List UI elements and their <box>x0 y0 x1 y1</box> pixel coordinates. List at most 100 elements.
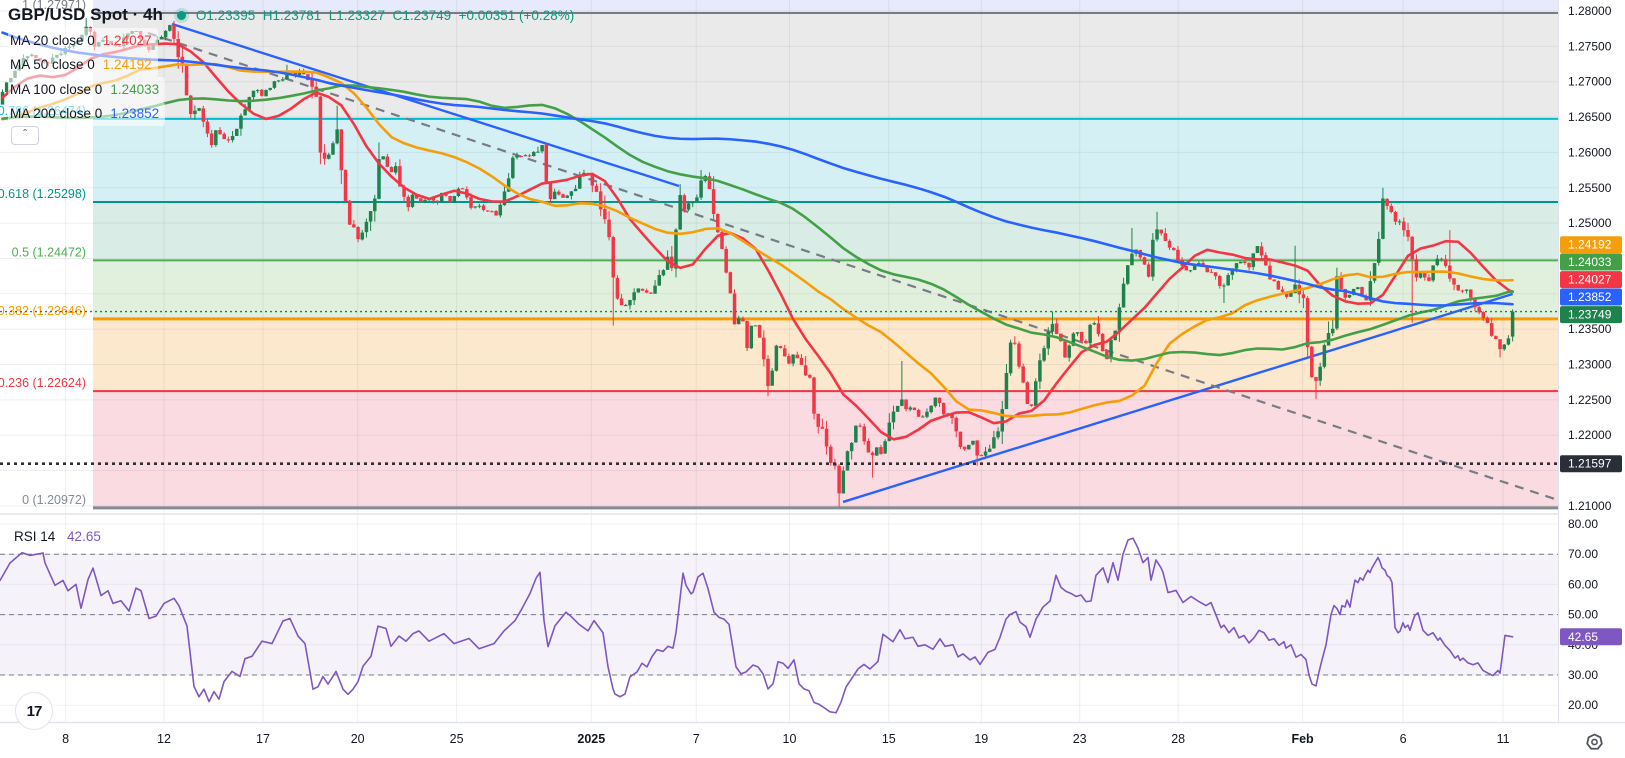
candle-body[interactable] <box>1167 240 1172 248</box>
candle-body[interactable] <box>331 143 335 155</box>
candle-body[interactable] <box>1163 233 1168 241</box>
time-label-25[interactable]: 25 <box>450 732 464 746</box>
candle-body[interactable] <box>448 195 452 203</box>
candle-body[interactable] <box>808 375 812 378</box>
candle-body[interactable] <box>335 129 339 144</box>
candle-body[interactable] <box>1096 323 1101 335</box>
candle-body[interactable] <box>1218 275 1222 286</box>
candle-body[interactable] <box>197 108 201 111</box>
candle-body[interactable] <box>393 166 398 173</box>
ma50-line[interactable] <box>1 62 1514 418</box>
candle-body[interactable] <box>686 203 691 210</box>
ma20-line[interactable] <box>1 42 1514 441</box>
time-label-17[interactable]: 17 <box>256 732 270 746</box>
tradingview-logo[interactable]: 17 <box>15 692 53 730</box>
candle-body[interactable] <box>753 325 758 327</box>
time-label-Feb[interactable]: Feb <box>1291 732 1314 746</box>
candle-body[interactable] <box>1276 281 1281 290</box>
price-axis[interactable]: 1.28000 1.27500 1.27000 1.26500 1.26000 1.255… <box>1558 0 1625 722</box>
candle-body[interactable] <box>485 210 490 212</box>
candle-body[interactable] <box>1230 268 1235 275</box>
candle-body[interactable] <box>891 411 896 423</box>
candle-body[interactable] <box>188 95 193 115</box>
candle-body[interactable] <box>962 446 967 450</box>
candle-body[interactable] <box>1356 287 1360 290</box>
candle-body[interactable] <box>561 194 565 198</box>
candle-body[interactable] <box>611 237 615 278</box>
candle-body[interactable] <box>678 195 682 230</box>
candle-body[interactable] <box>1025 382 1030 405</box>
candle-body[interactable] <box>1042 348 1046 361</box>
candle-body[interactable] <box>1485 317 1490 323</box>
candle-body[interactable] <box>527 155 532 157</box>
dashed-trendline[interactable] <box>147 31 1559 502</box>
candle-body[interactable] <box>590 175 595 186</box>
candle-body[interactable] <box>1469 289 1473 298</box>
candle-body[interactable] <box>774 345 779 371</box>
candle-body[interactable] <box>791 354 795 364</box>
candle-body[interactable] <box>1410 236 1414 260</box>
candle-body[interactable] <box>741 318 745 322</box>
candle-body[interactable] <box>778 346 783 349</box>
candle-body[interactable] <box>1414 259 1419 278</box>
candle-body[interactable] <box>260 89 264 96</box>
candle-body[interactable] <box>849 442 854 452</box>
candle-body[interactable] <box>594 185 599 192</box>
candle-body[interactable] <box>264 90 268 97</box>
candle-body[interactable] <box>921 416 925 418</box>
candle-body[interactable] <box>1456 284 1460 291</box>
candle-body[interactable] <box>728 272 733 294</box>
candle-body[interactable] <box>490 211 494 213</box>
candle-body[interactable] <box>716 214 720 233</box>
candle-body[interactable] <box>1063 341 1067 358</box>
candle-body[interactable] <box>1088 324 1092 344</box>
candle-body[interactable] <box>1054 323 1059 335</box>
rsi-label[interactable]: RSI 14 <box>14 529 56 544</box>
candle-body[interactable] <box>1155 229 1159 240</box>
candle-body[interactable] <box>762 337 766 360</box>
candle-body[interactable] <box>1046 331 1051 349</box>
candle-body[interactable] <box>665 256 670 270</box>
candle-body[interactable] <box>724 248 728 273</box>
candle-body[interactable] <box>1017 343 1021 367</box>
candle-body[interactable] <box>297 71 302 75</box>
candle-body[interactable] <box>168 25 172 31</box>
candle-body[interactable] <box>536 151 540 153</box>
candle-body[interactable] <box>1121 283 1126 308</box>
candle-body[interactable] <box>1176 249 1180 261</box>
candle-body[interactable] <box>1159 229 1163 234</box>
candle-body[interactable] <box>578 175 582 189</box>
candles[interactable] <box>0 18 1515 507</box>
candle-body[interactable] <box>799 357 804 365</box>
legend-collapse-button[interactable]: ˆ <box>11 126 39 145</box>
candle-body[interactable] <box>958 431 963 447</box>
candle-body[interactable] <box>1205 266 1209 273</box>
candle-body[interactable] <box>414 194 419 199</box>
legend-row-ma-200-close-0[interactable]: MA 200 close 0 1.23852 <box>8 101 166 126</box>
candle-body[interactable] <box>657 275 661 286</box>
candle-body[interactable] <box>983 451 988 456</box>
candle-body[interactable] <box>239 115 243 129</box>
candle-body[interactable] <box>816 413 820 427</box>
candle-body[interactable] <box>803 365 808 376</box>
candle-body[interactable] <box>1238 261 1243 264</box>
candle-body[interactable] <box>904 399 908 410</box>
candle-body[interactable] <box>812 377 816 414</box>
candle-body[interactable] <box>255 90 260 92</box>
candle-body[interactable] <box>766 358 770 387</box>
candle-body[interactable] <box>381 156 385 160</box>
candle-body[interactable] <box>352 224 356 228</box>
candle-body[interactable] <box>1234 263 1239 269</box>
candle-body[interactable] <box>1360 286 1364 296</box>
candle-body[interactable] <box>912 407 917 411</box>
candle-body[interactable] <box>1013 342 1017 344</box>
candle-body[interactable] <box>1443 259 1448 266</box>
candle-body[interactable] <box>866 441 871 453</box>
candle-body[interactable] <box>377 159 381 199</box>
price-axis-chips[interactable]: 1.24192 1.24033 1.24027 1.23852 1.23749 1.215… <box>1560 236 1622 646</box>
candle-body[interactable] <box>883 441 887 454</box>
candle-body[interactable] <box>360 232 364 240</box>
candle-body[interactable] <box>339 129 344 171</box>
candle-body[interactable] <box>824 428 829 447</box>
candle-body[interactable] <box>1368 281 1373 301</box>
